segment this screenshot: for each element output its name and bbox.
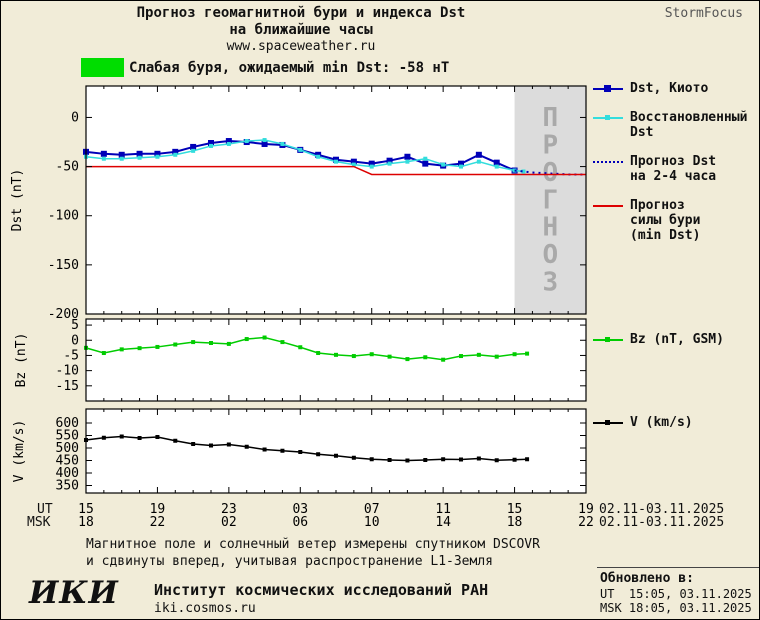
data-source-note-line1: Магнитное поле и солнечный ветер измерен…: [86, 537, 540, 552]
swatch-dotted-line: [593, 161, 623, 163]
legend-item-restored-dst: Восстановленный Dst: [593, 110, 759, 140]
svg-text:02: 02: [221, 515, 237, 530]
svg-text:450: 450: [56, 454, 79, 469]
legend-item-v: V (km/s): [593, 415, 759, 430]
svg-text:11: 11: [435, 502, 451, 517]
svg-text:350: 350: [56, 479, 79, 494]
legend-label-forecast-storm: Прогноз силы бури (min Dst): [630, 198, 701, 243]
svg-text:600: 600: [56, 416, 79, 431]
v-legend: V (km/s): [593, 415, 759, 430]
svg-text:19: 19: [150, 502, 166, 517]
iki-url: iki.cosmos.ru: [154, 601, 256, 616]
svg-text:07: 07: [364, 502, 380, 517]
v-swatch-icon: [593, 415, 623, 430]
swatch-marker: [605, 337, 610, 342]
page-title: Прогноз геомагнитной бури и индекса Dst: [136, 5, 466, 21]
storm-level-swatch: [81, 58, 124, 77]
svg-text:Bz (nT): Bz (nT): [14, 333, 29, 388]
forecast-storm-swatch-icon: [593, 198, 623, 213]
dst-legend: Dst, Киото Восстановленный Dst Прогноз D…: [593, 81, 759, 243]
swatch-marker: [604, 85, 611, 92]
updated-divider: [597, 567, 759, 568]
svg-text:5: 5: [71, 318, 79, 333]
svg-text:Р: Р: [542, 130, 558, 160]
forecast-dst-swatch-icon: [593, 154, 623, 169]
data-source-note-line2: и сдвинуты вперед, учитывая распростране…: [86, 554, 493, 569]
svg-text:З: З: [542, 268, 558, 298]
svg-text:550: 550: [56, 429, 79, 444]
iki-logo: ИКИ: [29, 575, 119, 611]
svg-text:18: 18: [78, 515, 94, 530]
updated-label: Обновлено в:: [600, 571, 694, 586]
date-range-msk: 02.11-03.11.2025: [599, 515, 725, 530]
updated-time-msk: MSK 18:05, 03.11.2025: [600, 601, 752, 615]
msk-axis-row-label: MSK: [27, 515, 51, 530]
swatch-marker: [605, 115, 610, 120]
svg-text:15: 15: [507, 502, 523, 517]
svg-text:-15: -15: [56, 379, 79, 394]
restored-dst-swatch-icon: [593, 110, 623, 125]
svg-text:-5: -5: [63, 348, 79, 363]
legend-label-dst-kyoto: Dst, Киото: [630, 81, 709, 96]
svg-text:0: 0: [71, 333, 79, 348]
svg-text:Г: Г: [542, 185, 558, 215]
svg-text:-150: -150: [48, 258, 79, 273]
legend-label-forecast-dst: Прогноз Dst на 2-4 часа: [630, 154, 717, 184]
legend-label-restored-dst: Восстановленный Dst: [630, 110, 748, 140]
updated-time-ut: UT 15:05, 03.11.2025: [600, 587, 752, 601]
svg-text:500: 500: [56, 441, 79, 456]
storm-alert-text: Слабая буря, ожидаемый min Dst: -58 нТ: [129, 60, 450, 76]
swatch-line: [593, 205, 623, 207]
svg-text:Н: Н: [542, 213, 558, 243]
swatch-marker: [605, 420, 610, 425]
legend-item-dst-kyoto: Dst, Киото: [593, 81, 759, 96]
bz-swatch-icon: [593, 332, 623, 347]
date-range-ut: 02.11-03.11.2025: [599, 502, 725, 517]
svg-text:10: 10: [364, 515, 380, 530]
ut-axis-row-label: UT: [37, 502, 53, 517]
page-subtitle: на ближайшие часы: [229, 22, 373, 38]
legend-label-v: V (km/s): [630, 415, 693, 430]
svg-text:-100: -100: [48, 209, 79, 224]
svg-text:23: 23: [221, 502, 237, 517]
legend-item-forecast-dst: Прогноз Dst на 2-4 часа: [593, 154, 759, 184]
svg-text:19: 19: [578, 502, 594, 517]
legend-item-forecast-storm: Прогноз силы бури (min Dst): [593, 198, 759, 243]
svg-text:06: 06: [292, 515, 308, 530]
svg-text:-50: -50: [56, 160, 79, 175]
svg-text:О: О: [542, 240, 558, 270]
svg-text:О: О: [542, 158, 558, 188]
svg-text:400: 400: [56, 466, 79, 481]
svg-text:Dst (nT): Dst (nT): [10, 169, 25, 232]
legend-item-bz: Bz (nT, GSM): [593, 332, 759, 347]
svg-text:18: 18: [507, 515, 523, 530]
svg-text:-200: -200: [48, 307, 79, 322]
institute-name: Институт космических исследований РАН: [154, 581, 489, 599]
svg-text:22: 22: [578, 515, 594, 530]
svg-text:П: П: [542, 103, 558, 133]
spaceweather-url: www.spaceweather.ru: [226, 39, 376, 54]
svg-text:V (km/s): V (km/s): [12, 420, 27, 483]
svg-text:14: 14: [435, 515, 451, 530]
brand-label: StormFocus: [664, 6, 743, 21]
svg-text:03: 03: [292, 502, 308, 517]
svg-text:0: 0: [71, 110, 79, 125]
dst-kyoto-swatch-icon: [593, 81, 623, 96]
legend-label-bz: Bz (nT, GSM): [630, 332, 724, 347]
bz-legend: Bz (nT, GSM): [593, 332, 759, 347]
svg-text:15: 15: [78, 502, 94, 517]
svg-text:-10: -10: [56, 364, 79, 379]
svg-text:22: 22: [150, 515, 166, 530]
